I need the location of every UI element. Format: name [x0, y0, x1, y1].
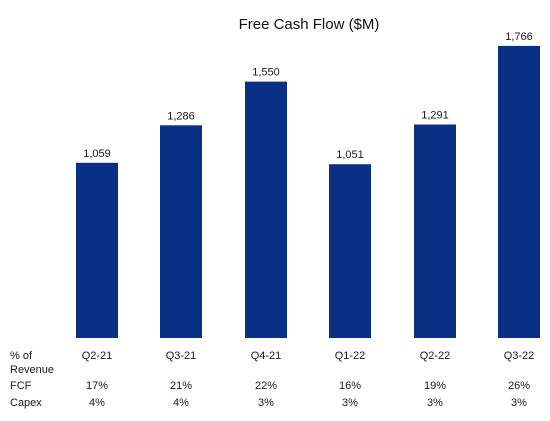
category-label-q4-21: Q4-21	[251, 350, 282, 362]
value-label-q2-21: 1,059	[83, 148, 111, 160]
category-label-q2-22: Q2-22	[420, 350, 451, 362]
value-label-q3-21: 1,286	[167, 110, 195, 122]
table-cell-capex-q2-21: 4%	[89, 397, 105, 409]
table-cell-capex-q3-22: 3%	[511, 397, 527, 409]
table-cell-fcf-q2-21: 17%	[86, 380, 108, 392]
bar-q3-22	[498, 45, 540, 339]
bar-q2-21	[76, 162, 118, 338]
table-cell-fcf-q3-22: 26%	[508, 380, 530, 392]
bar-q2-22	[414, 124, 456, 338]
table-cell-capex-q2-22: 3%	[427, 397, 443, 409]
table-cell-capex-q1-22: 3%	[342, 397, 358, 409]
table-header-line-1: % of	[10, 350, 33, 362]
table-header-line-2: Revenue	[10, 364, 54, 376]
category-label-q2-21: Q2-21	[82, 350, 113, 362]
bar-q3-21	[160, 125, 202, 338]
category-label-q1-22: Q1-22	[335, 350, 366, 362]
value-label-q2-22: 1,291	[421, 110, 449, 122]
value-label-q4-21: 1,550	[252, 67, 280, 79]
table-row-label-capex: Capex	[10, 397, 42, 409]
value-label-q3-22: 1,766	[505, 31, 533, 43]
chart-title: Free Cash Flow ($M)	[239, 16, 380, 33]
category-label-q3-21: Q3-21	[166, 350, 197, 362]
table-cell-fcf-q3-21: 21%	[170, 380, 192, 392]
table-cell-fcf-q1-22: 16%	[339, 380, 361, 392]
table-cell-capex-q3-21: 4%	[173, 397, 189, 409]
value-label-q1-22: 1,051	[336, 149, 364, 161]
table-cell-fcf-q4-21: 22%	[255, 380, 277, 392]
category-label-q3-22: Q3-22	[504, 350, 535, 362]
bar-q1-22	[329, 164, 371, 338]
table-row-label-fcf: FCF	[10, 380, 32, 392]
table-cell-capex-q4-21: 3%	[258, 397, 274, 409]
bar-q4-21	[245, 81, 287, 338]
table-cell-fcf-q2-22: 19%	[424, 380, 446, 392]
